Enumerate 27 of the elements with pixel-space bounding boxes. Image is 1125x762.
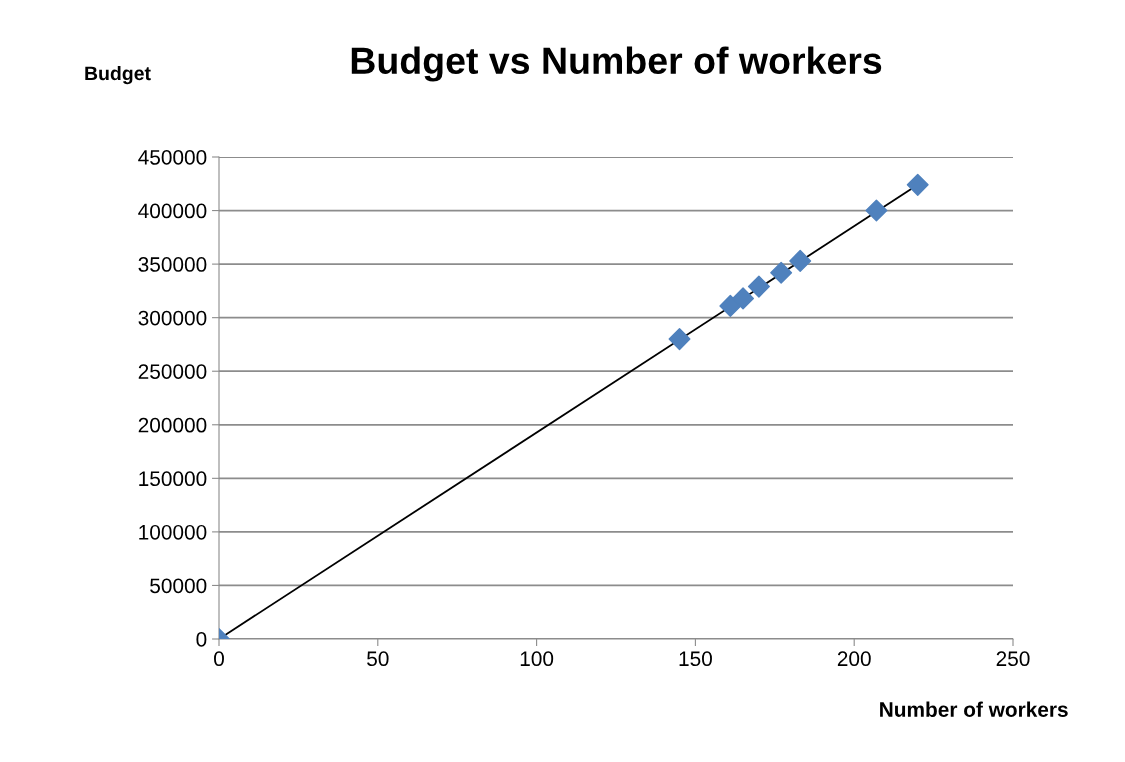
x-tick-label: 100 (520, 651, 554, 667)
point (747, 275, 770, 298)
y-tick-label: 450000 (138, 150, 207, 165)
y-tick-label: 0 (196, 632, 207, 647)
point (668, 328, 691, 351)
y-tick-label: 350000 (138, 257, 207, 272)
y-tick-label: 300000 (138, 310, 207, 326)
x-tick-label: 250 (996, 651, 1030, 667)
y-tick-label: 400000 (138, 203, 207, 219)
chart-title: Budget vs Number of workers (351, 46, 882, 82)
y-tick-label: 100000 (139, 524, 207, 540)
x-tick-label: 200 (837, 651, 871, 667)
x-axis-title: Number of workers (880, 701, 1068, 717)
x-tick-label: 150 (679, 651, 712, 667)
point (770, 261, 793, 284)
x-tick-label: 50 (367, 651, 389, 667)
y-tick-label: 150000 (139, 471, 207, 487)
x-tick-label: 0 (214, 651, 224, 667)
y-axis-title: Budget (85, 65, 151, 85)
y-tick-label: 200000 (138, 417, 207, 433)
point (906, 173, 929, 196)
y-tick-label: 50000 (150, 578, 207, 594)
point (719, 294, 742, 317)
point (865, 199, 888, 222)
point (732, 287, 755, 310)
point (789, 249, 812, 272)
y-tick-label: 250000 (138, 364, 207, 379)
